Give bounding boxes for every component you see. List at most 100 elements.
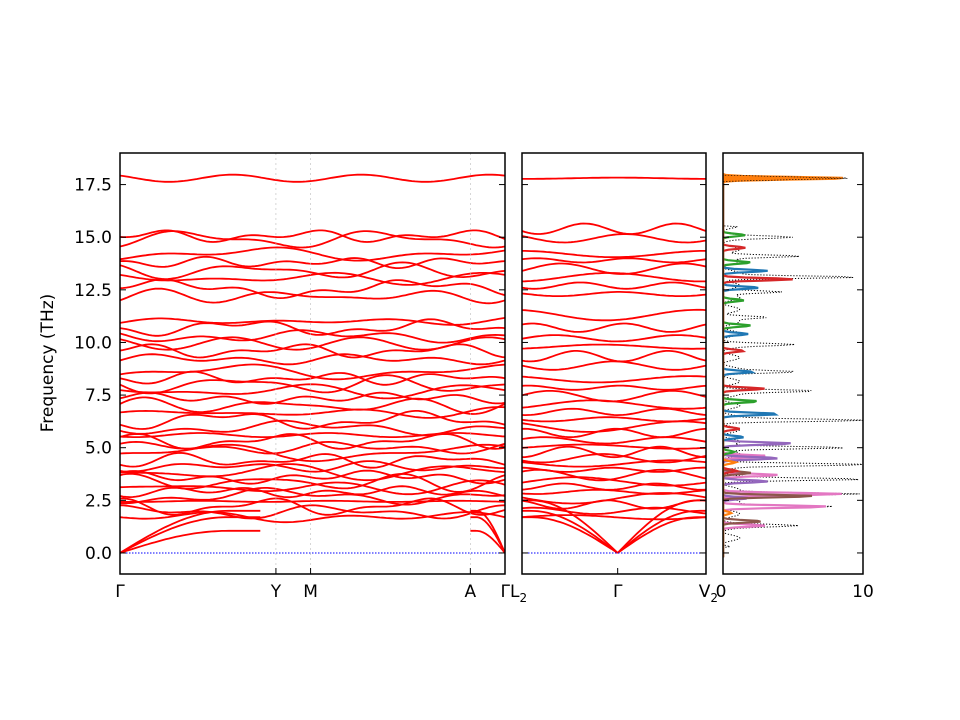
band-line bbox=[120, 271, 505, 286]
band-line bbox=[120, 504, 505, 520]
band-line bbox=[120, 278, 505, 300]
band-line bbox=[522, 281, 706, 290]
x-tick-label: Γ bbox=[613, 582, 623, 602]
acoustic-branch bbox=[120, 529, 261, 554]
dos-top-peak bbox=[723, 174, 848, 182]
band-line bbox=[120, 173, 505, 183]
acoustic-branch bbox=[617, 499, 706, 554]
y-tick-label: 7.5 bbox=[85, 386, 112, 406]
band-line bbox=[120, 363, 505, 381]
x-tick-label: Γ bbox=[501, 582, 511, 602]
y-tick-label: 12.5 bbox=[74, 281, 112, 301]
y-ticks-middle bbox=[522, 184, 706, 554]
band-line bbox=[120, 353, 505, 366]
band-structure-left-panel: 0.0 2.5 5.0 7.5 10.0 12.5 15.0 17.5 Γ Y M A Γ bbox=[74, 152, 511, 602]
dos-curves bbox=[723, 173, 863, 558]
plot-frame-left bbox=[119, 152, 506, 575]
x-ticks-middle: L2 Γ V2 bbox=[510, 568, 718, 605]
band-line bbox=[522, 427, 706, 439]
acoustic-branch bbox=[120, 516, 261, 554]
acoustic-branch bbox=[470, 509, 505, 554]
band-line bbox=[120, 499, 505, 503]
band-lines-left bbox=[120, 173, 505, 554]
band-line bbox=[522, 233, 706, 244]
band-line bbox=[120, 511, 505, 524]
band-line bbox=[120, 460, 505, 473]
band-line bbox=[522, 375, 706, 384]
band-line bbox=[120, 419, 505, 437]
band-line bbox=[522, 308, 706, 322]
y-tick-label: 2.5 bbox=[85, 491, 112, 511]
x-tick-label: 0 bbox=[716, 582, 727, 602]
band-line bbox=[522, 390, 706, 403]
dos-series bbox=[723, 174, 757, 558]
band-line bbox=[522, 416, 706, 423]
band-line bbox=[522, 291, 706, 297]
band-line bbox=[120, 383, 505, 400]
band-line bbox=[120, 329, 505, 344]
band-line bbox=[120, 230, 505, 249]
band-line bbox=[120, 317, 505, 326]
band-line bbox=[120, 287, 505, 305]
band-line bbox=[522, 466, 706, 473]
band-line bbox=[522, 459, 706, 468]
y-tick-label: 15.0 bbox=[74, 228, 112, 248]
band-line bbox=[522, 334, 706, 343]
acoustic-branch bbox=[617, 516, 706, 554]
band-line bbox=[522, 176, 706, 180]
band-line bbox=[522, 506, 706, 515]
band-line bbox=[120, 487, 505, 506]
band-lines-middle bbox=[522, 176, 706, 554]
band-line bbox=[120, 472, 505, 493]
band-line bbox=[522, 436, 706, 445]
x-tick-label: A bbox=[465, 582, 477, 602]
band-line bbox=[120, 391, 505, 405]
band-line bbox=[120, 229, 505, 243]
band-structure-middle-panel: L2 Γ V2 bbox=[510, 152, 718, 605]
band-line bbox=[120, 255, 505, 269]
y-tick-label: 10.0 bbox=[74, 333, 112, 353]
y-ticks-left: 0.0 2.5 5.0 7.5 10.0 12.5 15.0 17.5 bbox=[74, 176, 505, 564]
y-tick-label: 5.0 bbox=[85, 439, 112, 459]
acoustic-branch bbox=[522, 509, 619, 554]
acoustic-branch bbox=[470, 529, 505, 554]
band-line bbox=[522, 350, 706, 363]
band-line bbox=[120, 463, 505, 482]
dos-series bbox=[723, 174, 842, 558]
ticks-dos: 0 10 bbox=[716, 153, 874, 602]
band-line bbox=[522, 343, 706, 350]
band-line bbox=[120, 396, 505, 415]
x-tick-label: Y bbox=[270, 582, 282, 602]
x-tick-label: M bbox=[303, 582, 318, 602]
band-line bbox=[120, 406, 505, 419]
x-tick-label: L2 bbox=[510, 582, 527, 605]
plot-frame-dos bbox=[722, 152, 864, 575]
band-line bbox=[522, 407, 706, 417]
band-line bbox=[522, 262, 706, 275]
band-line bbox=[522, 257, 706, 264]
band-line bbox=[522, 476, 706, 487]
band-line bbox=[522, 443, 706, 450]
plot-frame-middle bbox=[521, 152, 707, 575]
band-line bbox=[522, 322, 706, 333]
band-line bbox=[120, 246, 505, 262]
x-tick-label: Γ bbox=[115, 582, 125, 602]
band-line bbox=[120, 374, 505, 395]
acoustic-branch bbox=[120, 509, 261, 554]
band-line bbox=[120, 497, 505, 516]
y-tick-label: 17.5 bbox=[74, 176, 112, 196]
high-symmetry-lines-left bbox=[275, 153, 471, 574]
band-line bbox=[120, 336, 505, 351]
y-tick-label: 0.0 bbox=[85, 544, 112, 564]
band-line bbox=[120, 318, 505, 337]
partial-dos-panel: 0 10 bbox=[716, 152, 874, 602]
band-line bbox=[120, 261, 505, 281]
acoustic-branch bbox=[522, 499, 619, 554]
x-tick-label: 10 bbox=[852, 582, 874, 602]
band-line bbox=[522, 250, 706, 259]
y-axis-label: Frequency (THz) bbox=[38, 294, 58, 433]
band-line bbox=[522, 453, 706, 464]
